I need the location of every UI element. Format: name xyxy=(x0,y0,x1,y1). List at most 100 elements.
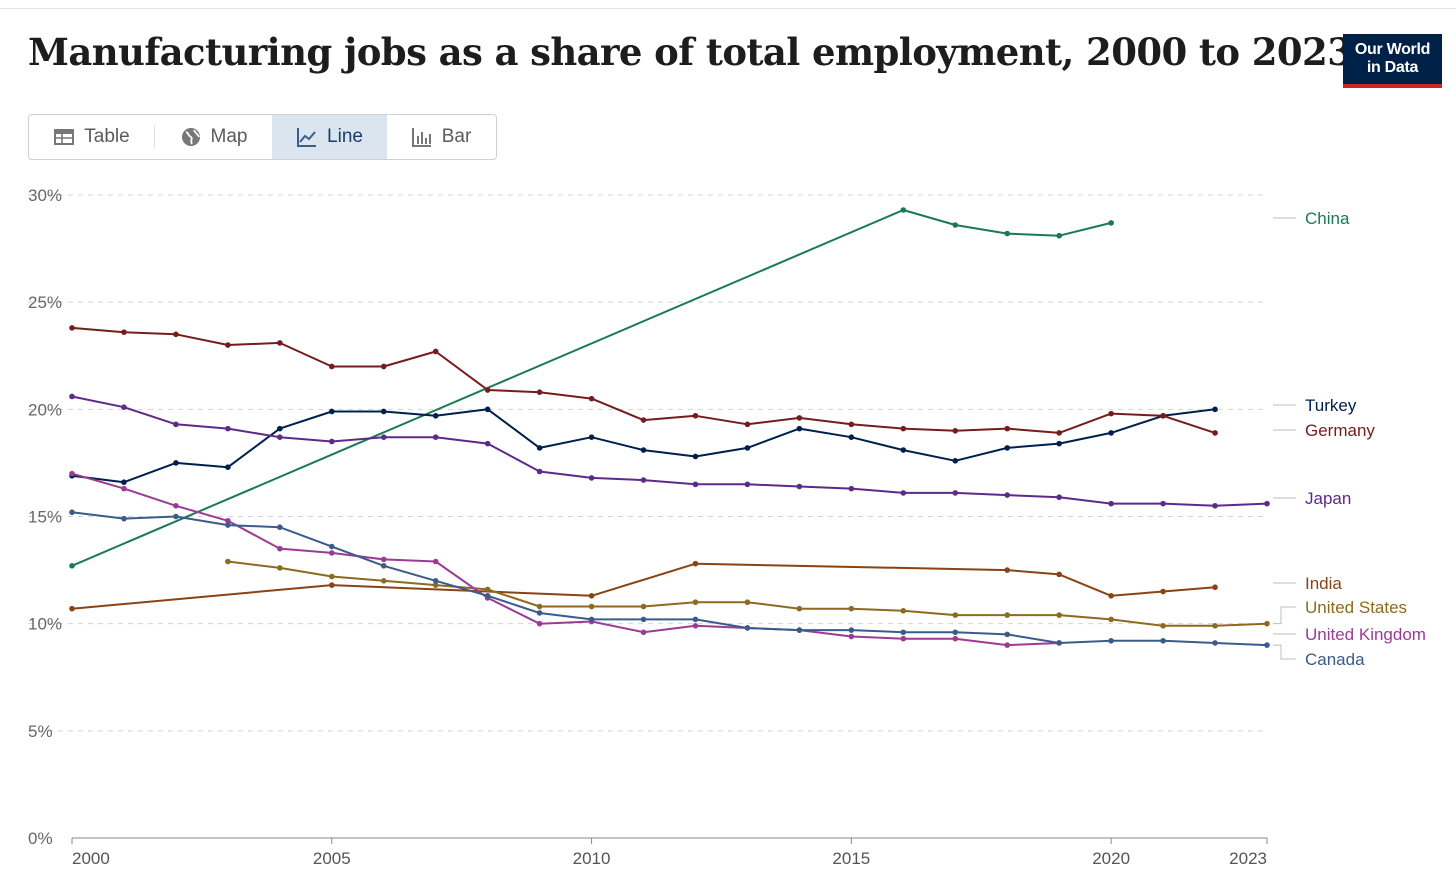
data-point[interactable] xyxy=(1160,638,1166,644)
data-point[interactable] xyxy=(1212,623,1218,629)
data-point[interactable] xyxy=(952,457,959,464)
data-point[interactable] xyxy=(1264,642,1270,648)
data-point[interactable] xyxy=(380,562,387,569)
data-point[interactable] xyxy=(328,408,335,415)
series-label[interactable]: Canada xyxy=(1305,650,1365,669)
data-point[interactable] xyxy=(536,610,543,616)
data-point[interactable] xyxy=(1004,230,1011,237)
data-point[interactable] xyxy=(173,460,179,466)
data-point[interactable] xyxy=(69,393,75,400)
data-point[interactable] xyxy=(744,481,751,488)
series-line-japan[interactable] xyxy=(71,395,1268,507)
data-point[interactable] xyxy=(328,550,335,556)
data-point[interactable] xyxy=(328,573,335,580)
data-point[interactable] xyxy=(848,633,855,640)
data-point[interactable] xyxy=(1108,430,1114,436)
data-point[interactable] xyxy=(848,434,855,440)
data-point[interactable] xyxy=(1264,620,1270,627)
data-point[interactable] xyxy=(900,490,907,496)
data-point[interactable] xyxy=(69,605,75,612)
data-point[interactable] xyxy=(536,620,543,627)
data-point[interactable] xyxy=(1056,612,1062,618)
data-point[interactable] xyxy=(536,468,543,475)
data-point[interactable] xyxy=(900,608,907,614)
data-point[interactable] xyxy=(796,483,803,490)
data-point[interactable] xyxy=(173,331,179,338)
data-point[interactable] xyxy=(536,603,543,610)
data-point[interactable] xyxy=(225,517,231,524)
data-point[interactable] xyxy=(225,425,231,432)
series-line-canada[interactable] xyxy=(71,511,1268,647)
data-point[interactable] xyxy=(1004,492,1011,498)
data-point[interactable] xyxy=(69,470,75,477)
series-line-india[interactable] xyxy=(71,562,1216,610)
data-point[interactable] xyxy=(1056,494,1062,501)
data-point[interactable] xyxy=(1160,500,1166,507)
data-point[interactable] xyxy=(744,445,751,451)
data-point[interactable] xyxy=(121,329,127,335)
data-point[interactable] xyxy=(69,562,75,569)
data-point[interactable] xyxy=(796,627,803,633)
series-label[interactable]: United Kingdom xyxy=(1305,625,1426,644)
data-point[interactable] xyxy=(900,207,907,213)
data-point[interactable] xyxy=(277,524,283,531)
data-point[interactable] xyxy=(588,475,595,481)
data-point[interactable] xyxy=(1108,220,1114,226)
data-point[interactable] xyxy=(588,593,595,599)
series-line-germany[interactable] xyxy=(71,326,1216,434)
data-point[interactable] xyxy=(1108,410,1114,417)
data-point[interactable] xyxy=(277,434,283,440)
data-point[interactable] xyxy=(484,406,491,413)
data-point[interactable] xyxy=(173,513,179,520)
data-point[interactable] xyxy=(1056,640,1062,646)
data-point[interactable] xyxy=(432,434,439,440)
series-label[interactable]: China xyxy=(1305,209,1350,228)
data-point[interactable] xyxy=(277,545,283,552)
data-point[interactable] xyxy=(640,477,647,483)
our-world-in-data-logo[interactable]: Our World in Data xyxy=(1343,34,1442,88)
data-point[interactable] xyxy=(1264,500,1270,507)
data-point[interactable] xyxy=(588,434,595,440)
tab-map[interactable]: Map xyxy=(155,115,272,159)
data-point[interactable] xyxy=(69,325,75,331)
data-point[interactable] xyxy=(1212,502,1218,509)
data-point[interactable] xyxy=(692,453,699,460)
data-point[interactable] xyxy=(1108,638,1114,644)
data-point[interactable] xyxy=(121,479,127,486)
data-point[interactable] xyxy=(1160,412,1166,419)
data-point[interactable] xyxy=(848,627,855,633)
data-point[interactable] xyxy=(588,616,595,623)
series-label[interactable]: Turkey xyxy=(1305,396,1357,415)
data-point[interactable] xyxy=(1004,642,1011,648)
data-point[interactable] xyxy=(952,612,959,618)
data-point[interactable] xyxy=(328,582,335,588)
data-point[interactable] xyxy=(848,421,855,428)
data-point[interactable] xyxy=(952,490,959,496)
data-point[interactable] xyxy=(900,629,907,636)
data-point[interactable] xyxy=(432,582,439,588)
data-point[interactable] xyxy=(848,605,855,612)
data-point[interactable] xyxy=(1056,232,1062,239)
series-label[interactable]: United States xyxy=(1305,598,1407,617)
data-point[interactable] xyxy=(1108,616,1114,623)
data-point[interactable] xyxy=(952,427,959,434)
tab-bar[interactable]: Bar xyxy=(387,115,495,159)
data-point[interactable] xyxy=(692,560,699,567)
data-point[interactable] xyxy=(277,565,283,571)
data-point[interactable] xyxy=(484,387,491,393)
data-point[interactable] xyxy=(432,412,439,419)
data-point[interactable] xyxy=(225,558,231,565)
series-label[interactable]: Japan xyxy=(1305,489,1351,508)
data-point[interactable] xyxy=(225,342,231,348)
data-point[interactable] xyxy=(692,412,699,419)
data-point[interactable] xyxy=(640,603,647,610)
data-point[interactable] xyxy=(1004,567,1011,573)
data-point[interactable] xyxy=(900,447,907,453)
data-point[interactable] xyxy=(380,578,387,584)
data-point[interactable] xyxy=(173,421,179,428)
data-point[interactable] xyxy=(1212,584,1218,591)
data-point[interactable] xyxy=(1004,612,1011,618)
data-point[interactable] xyxy=(328,543,335,550)
tab-table[interactable]: Table xyxy=(29,115,154,159)
data-point[interactable] xyxy=(952,222,959,228)
